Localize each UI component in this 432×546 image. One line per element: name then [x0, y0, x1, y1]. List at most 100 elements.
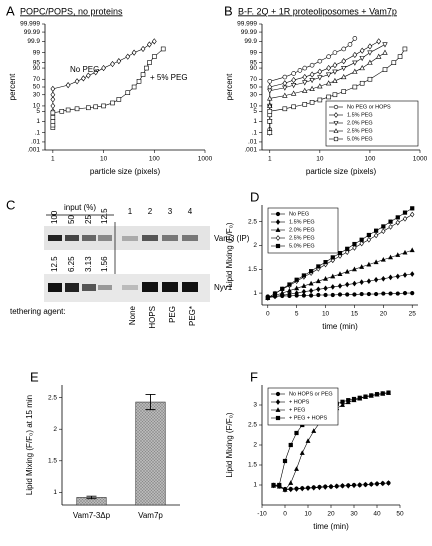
marker: [282, 80, 288, 87]
band: [65, 283, 79, 292]
chart-panel: D 1 1.5 2 2.5 0 5 10 15 20 25 time (min) Lipid Mixin…: [225, 189, 418, 331]
y-tick-label: 90: [250, 65, 258, 72]
marker: [309, 77, 315, 84]
marker: [326, 94, 331, 100]
legend-label: 2.0% PEG: [347, 120, 373, 126]
series-line: [52, 48, 164, 128]
panel-letter: C: [6, 197, 15, 212]
marker: [301, 273, 306, 278]
x-tick-label: 10: [316, 156, 324, 163]
marker: [316, 264, 321, 269]
marker: [151, 38, 157, 45]
x-tick-label: 10: [304, 511, 312, 518]
marker: [325, 72, 332, 78]
marker: [294, 430, 299, 436]
y-tick-label: 1: [253, 290, 257, 297]
y-tick-label: 2.5: [248, 218, 257, 225]
band: [182, 282, 198, 292]
marker: [50, 110, 56, 116]
marker: [388, 219, 393, 224]
marker: [136, 79, 142, 84]
marker: [267, 95, 273, 101]
marker: [326, 54, 331, 59]
marker: [280, 286, 285, 291]
marker: [341, 89, 347, 94]
y-tick-label: 1.5: [248, 462, 257, 469]
marker: [311, 484, 316, 491]
y-tick-label: 99: [250, 49, 258, 56]
band: [162, 282, 178, 292]
y-tick-label: 99: [33, 49, 41, 56]
marker: [376, 53, 382, 59]
legend-label: 1.5% PEG: [347, 112, 373, 118]
marker: [275, 227, 281, 232]
marker: [352, 292, 357, 297]
marker: [410, 206, 415, 211]
legend-label: 5.0% PEG: [347, 136, 373, 142]
y-tick-label: 99.9: [244, 38, 257, 45]
marker: [357, 482, 362, 488]
y-tick-label: 99.999: [20, 21, 40, 28]
marker: [50, 115, 56, 120]
marker: [308, 280, 314, 286]
legend-label: 2.0% PEG: [289, 227, 315, 233]
marker: [345, 292, 350, 297]
marker: [332, 77, 338, 84]
x-tick-label: 20: [380, 311, 388, 318]
marker: [410, 271, 415, 277]
marker: [317, 484, 322, 491]
marker: [140, 72, 146, 77]
y-tick-label: 70: [250, 76, 258, 83]
y-tick-label: 1: [253, 482, 257, 489]
marker: [367, 59, 373, 65]
chart-title: B-F. 2Q + 1R proteoliposomes + Vam7p: [238, 6, 397, 16]
marker: [140, 45, 146, 53]
panel-letter: A: [6, 3, 15, 18]
marker: [323, 484, 328, 490]
marker: [359, 47, 365, 54]
marker: [287, 291, 292, 297]
marker: [50, 96, 56, 103]
ip-lane-label: 1: [128, 207, 133, 216]
marker: [382, 67, 388, 72]
chart-panel: A POPC/POPS, no proteins.001.01.115103050…: [6, 3, 213, 176]
marker: [267, 130, 273, 135]
marker: [410, 290, 415, 296]
marker: [267, 108, 273, 114]
marker: [309, 85, 315, 91]
marker: [366, 278, 372, 285]
marker: [282, 85, 288, 91]
band: [142, 235, 158, 241]
marker: [125, 90, 131, 95]
marker: [374, 480, 380, 487]
marker: [326, 64, 332, 72]
marker: [351, 396, 357, 402]
marker: [309, 100, 315, 105]
marker: [125, 53, 131, 60]
marker: [286, 287, 292, 293]
marker: [330, 273, 336, 279]
marker: [341, 46, 347, 52]
marker: [357, 395, 362, 400]
marker: [367, 76, 373, 82]
marker: [267, 119, 273, 124]
marker: [337, 283, 343, 289]
marker: [367, 43, 373, 50]
y-axis-label: percent: [225, 73, 234, 100]
x-tick-label: 5: [295, 311, 299, 318]
marker: [267, 88, 273, 94]
marker: [309, 71, 315, 78]
y-tick-label: 3: [253, 402, 257, 409]
marker: [317, 83, 323, 89]
y-axis-label: Lipid Mixing (F/F₀): [225, 412, 234, 477]
top-lane-label: 50: [67, 215, 76, 224]
marker: [333, 136, 339, 142]
y-tick-label: .001: [27, 147, 40, 154]
marker: [352, 280, 357, 287]
marker: [359, 55, 365, 62]
marker: [291, 104, 296, 110]
marker: [395, 219, 400, 226]
bottom-lane-label: 6.25: [67, 256, 76, 272]
marker: [282, 92, 288, 98]
y-tick-label: .01: [248, 139, 257, 146]
